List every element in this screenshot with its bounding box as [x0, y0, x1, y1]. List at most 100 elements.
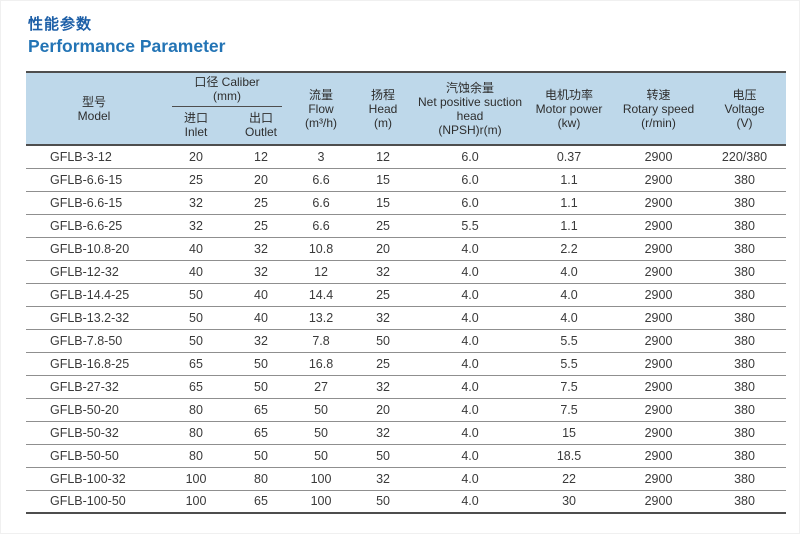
value-cell: 4.0	[416, 283, 525, 307]
col-header-caliber-group: 口径 Caliber (mm)	[162, 72, 293, 109]
value-cell: 5.5	[524, 352, 615, 376]
value-cell: 380	[703, 306, 787, 330]
value-cell: 380	[703, 191, 787, 215]
value-cell: 4.0	[524, 260, 615, 284]
value-cell: 380	[703, 168, 787, 192]
col-header-model-zh: 型号	[81, 94, 106, 109]
table-row: GFLB-50-50 80 50 50 50 4.0 18.5 2900 380	[26, 444, 787, 468]
value-cell: 27	[292, 375, 351, 399]
value-cell: 380	[703, 214, 787, 238]
value-cell: 2900	[614, 329, 704, 353]
table-row: GFLB-100-32 100 80 100 32 4.0 22 2900 380	[26, 467, 787, 491]
col-header-voltage: 电压 Voltage (V)	[703, 72, 787, 145]
caliber-divider-line	[171, 106, 283, 107]
value-cell: 5.5	[416, 214, 525, 238]
value-cell: 4.0	[416, 237, 525, 261]
title-block: 性能参数 Performance Parameter	[28, 14, 784, 58]
value-cell: 0.37	[524, 145, 615, 169]
value-cell: 50	[162, 329, 230, 353]
value-cell: 4.0	[416, 444, 525, 468]
value-cell: 380	[703, 375, 787, 399]
model-cell: GFLB-6.6-15	[26, 191, 162, 215]
value-cell: 5.5	[524, 329, 615, 353]
value-cell: 65	[230, 490, 293, 514]
table-row: GFLB-50-32 80 65 50 32 4.0 15 2900 380	[26, 421, 787, 445]
value-cell: 2.2	[524, 237, 615, 261]
value-cell: 50	[292, 444, 351, 468]
col-header-flow-en: Flow	[308, 101, 334, 116]
value-cell: 32	[230, 260, 293, 284]
value-cell: 380	[703, 490, 787, 514]
table-row: GFLB-7.8-50 50 32 7.8 50 4.0 5.5 2900 380	[26, 329, 787, 353]
col-header-caliber-label: 口径 Caliber	[194, 75, 260, 89]
model-cell: GFLB-6.6-15	[26, 168, 162, 192]
value-cell: 40	[162, 237, 230, 261]
value-cell: 380	[703, 444, 787, 468]
model-cell: GFLB-7.8-50	[26, 329, 162, 353]
col-header-voltage-unit: (V)	[736, 115, 753, 130]
value-cell: 65	[162, 352, 230, 376]
col-header-motor-en: Motor power	[535, 101, 603, 116]
value-cell: 380	[703, 467, 787, 491]
col-header-caliber-unit: (mm)	[213, 89, 241, 103]
value-cell: 32	[162, 191, 230, 215]
value-cell: 12	[350, 145, 417, 169]
col-header-motor-zh: 电机功率	[545, 87, 594, 102]
value-cell: 380	[703, 421, 787, 445]
table-row: GFLB-6.6-15 25 20 6.6 15 6.0 1.1 2900 380	[26, 168, 787, 192]
value-cell: 2900	[614, 168, 704, 192]
model-cell: GFLB-50-50	[26, 444, 162, 468]
value-cell: 2900	[614, 444, 704, 468]
col-header-head: 扬程 Head (m)	[350, 72, 417, 145]
value-cell: 7.5	[524, 375, 615, 399]
value-cell: 25	[350, 352, 417, 376]
col-header-motor-power: 电机功率 Motor power (kw)	[524, 72, 615, 145]
value-cell: 65	[230, 421, 293, 445]
value-cell: 2900	[614, 421, 704, 445]
model-cell: GFLB-6.6-25	[26, 214, 162, 238]
value-cell: 40	[230, 283, 293, 307]
col-header-rotary-speed: 转速 Rotary speed (r/min)	[614, 72, 704, 145]
value-cell: 50	[230, 352, 293, 376]
value-cell: 4.0	[416, 329, 525, 353]
value-cell: 25	[350, 214, 417, 238]
value-cell: 7.8	[292, 329, 351, 353]
value-cell: 100	[162, 490, 230, 514]
value-cell: 25	[230, 191, 293, 215]
value-cell: 13.2	[292, 306, 351, 330]
value-cell: 65	[230, 398, 293, 422]
value-cell: 2900	[614, 214, 704, 238]
value-cell: 100	[292, 490, 351, 514]
value-cell: 20	[230, 168, 293, 192]
value-cell: 4.0	[416, 260, 525, 284]
model-cell: GFLB-10.8-20	[26, 237, 162, 261]
col-header-head-zh: 扬程	[371, 87, 396, 102]
value-cell: 4.0	[416, 467, 525, 491]
value-cell: 2900	[614, 191, 704, 215]
value-cell: 30	[524, 490, 615, 514]
value-cell: 15	[350, 168, 417, 192]
value-cell: 32	[230, 237, 293, 261]
table-row: GFLB-100-50 100 65 100 50 4.0 30 2900 380	[26, 490, 787, 514]
page-title-en: Performance Parameter	[28, 36, 226, 56]
value-cell: 2900	[614, 260, 704, 284]
value-cell: 2900	[614, 467, 704, 491]
value-cell: 20	[350, 237, 417, 261]
col-header-npsh-zh: 汽蚀余量	[446, 80, 495, 95]
table-row: GFLB-13.2-32 50 40 13.2 32 4.0 4.0 2900 380	[26, 306, 787, 330]
value-cell: 20	[350, 398, 417, 422]
value-cell: 380	[703, 398, 787, 422]
value-cell: 32	[350, 375, 417, 399]
col-header-rotary-unit: (r/min)	[641, 115, 676, 130]
model-cell: GFLB-12-32	[26, 260, 162, 284]
col-header-head-unit: (m)	[374, 115, 393, 130]
value-cell: 50	[162, 283, 230, 307]
value-cell: 80	[230, 467, 293, 491]
col-header-inlet-en: Inlet	[184, 125, 208, 139]
value-cell: 380	[703, 329, 787, 353]
performance-parameter-table: 型号 Model 口径 Caliber (mm) 流量 Flow (m³/h) …	[26, 71, 787, 514]
value-cell: 4.0	[416, 375, 525, 399]
model-cell: GFLB-100-32	[26, 467, 162, 491]
value-cell: 18.5	[524, 444, 615, 468]
value-cell: 100	[162, 467, 230, 491]
